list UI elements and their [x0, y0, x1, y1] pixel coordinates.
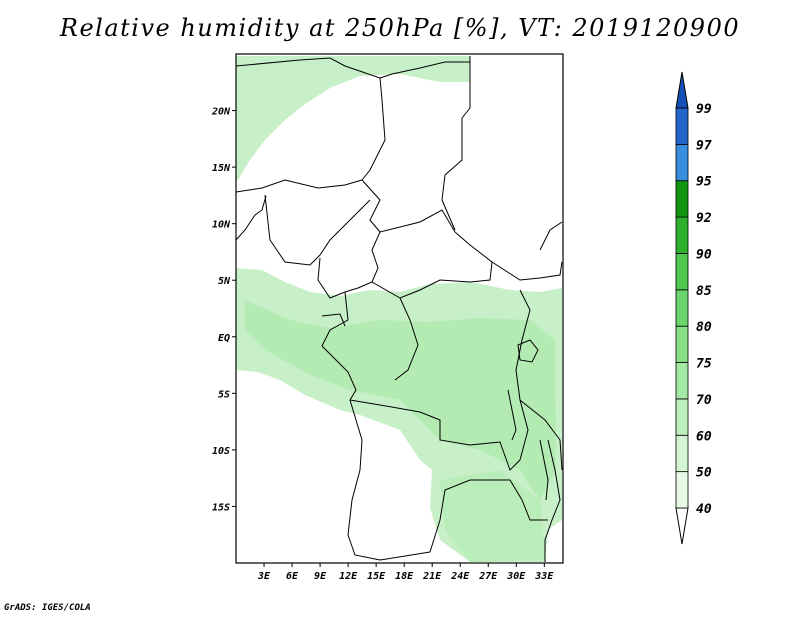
border-gabon: [321, 313, 346, 327]
lat-tick-label: 10S: [212, 446, 230, 457]
colorbar-level-label: 40: [696, 502, 712, 517]
border-congo: [321, 291, 357, 401]
lon-tick-label: 27E: [478, 571, 498, 582]
colorbar-segment: [675, 471, 689, 509]
lat-tick-label: 20N: [211, 107, 231, 118]
border-mozambique: [544, 439, 561, 562]
lake-tanganyika: [507, 389, 517, 441]
humidity-area-south: [440, 470, 545, 562]
lat-tick-label: 5S: [218, 389, 230, 400]
humidity-area-core: [245, 300, 556, 500]
lon-tick-label: 6E: [286, 571, 299, 582]
border-chad-sudan: [379, 209, 456, 233]
map-frame: [235, 53, 564, 564]
colorbar-segment: [675, 325, 689, 363]
colorbar-segment: [675, 143, 689, 182]
colorbar-level-label: 50: [696, 466, 712, 481]
lon-tick-label: 30E: [506, 571, 526, 582]
lon-tick-label: 18E: [395, 571, 414, 582]
country-borders: [235, 56, 563, 562]
colorbar-segment: [675, 289, 689, 327]
colorbar-segment: [675, 216, 689, 254]
colorbar-segment: [675, 434, 689, 473]
colorbar-level-label: 70: [696, 393, 712, 408]
border-egypt-sudan: [441, 118, 463, 231]
border-libya-chad: [361, 77, 386, 181]
lon-tick-label: 21E: [422, 571, 442, 582]
border-tanzania: [519, 399, 563, 471]
lon-tick-label: 12E: [339, 571, 358, 582]
colorbar-level-label: 97: [696, 138, 712, 153]
border-drc-south: [349, 399, 521, 471]
border-nigeria: [264, 194, 371, 266]
lat-tick-label: 10N: [212, 220, 231, 231]
lake-victoria: [517, 339, 539, 363]
colorbar-level-label: 75: [696, 357, 712, 372]
lat-tick-label: 15S: [212, 502, 230, 513]
lon-tick-label: 9E: [314, 571, 327, 582]
chart-title: Relative humidity at 250hPa [%], VT: 201…: [59, 14, 741, 42]
border-drc-east: [515, 289, 531, 461]
colorbar-segment: [675, 362, 689, 400]
border-ethiopia: [539, 221, 563, 251]
grads-credit: GrADS: IGES/COLA: [4, 603, 91, 613]
lon-tick-label: 24E: [450, 571, 470, 582]
border-west-coast: [235, 195, 267, 241]
border-angola: [347, 399, 431, 561]
lakes: [507, 339, 549, 501]
longitude-axis: 3E 6E 9E 12E 15E 18E 21E 24E 27E 30E 33E: [257, 563, 554, 582]
lake-malawi: [539, 439, 549, 501]
lon-tick-label: 15E: [367, 571, 386, 582]
lat-tick-label: EQ: [218, 333, 230, 344]
border-sahara-south: [235, 179, 381, 233]
border-cameroon: [317, 231, 381, 299]
lon-tick-label: 33E: [534, 571, 554, 582]
humidity-shading: [236, 56, 562, 562]
colorbar-segment: [675, 107, 689, 145]
colorbar-segment: [675, 398, 689, 436]
colorbar-level-label: 95: [696, 175, 712, 190]
colorbar-upper-extension: [675, 71, 689, 109]
colorbar-level-label: 92: [696, 211, 712, 226]
colorbar-segment: [675, 180, 689, 218]
colorbar-level-label: 99: [696, 102, 712, 117]
colorbar-level-label: 85: [696, 284, 712, 299]
border-egypt: [461, 56, 471, 119]
lat-tick-label: 5N: [218, 276, 231, 287]
colorbar-level-label: 90: [696, 247, 712, 262]
border-car: [371, 231, 493, 299]
colorbar-level-label: 60: [696, 429, 712, 444]
colorbar-segment: [675, 253, 689, 291]
border-zambia: [429, 479, 548, 553]
humidity-area-north: [236, 56, 470, 180]
colorbar: 40 50 60 70 75 80 85 90 92 95 97 99: [675, 71, 712, 545]
colorbar-lower-extension: [675, 507, 689, 545]
lon-tick-label: 3E: [257, 571, 271, 582]
border-drc-north: [394, 297, 419, 381]
latitude-axis: 20N 15N 10N 5N EQ 5S 10S 15S: [211, 107, 236, 513]
border-sudan-south: [491, 261, 563, 281]
colorbar-level-label: 80: [696, 320, 712, 335]
lat-tick-label: 15N: [212, 163, 231, 174]
